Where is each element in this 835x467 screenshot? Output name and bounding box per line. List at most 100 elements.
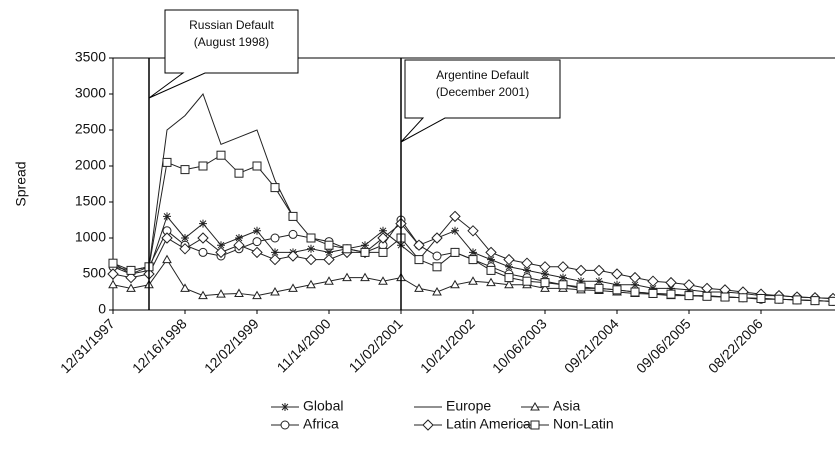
marker <box>306 279 316 289</box>
marker <box>162 254 172 264</box>
y-tick-label: 0 <box>98 301 106 317</box>
y-tick-label: 3000 <box>75 85 106 101</box>
marker <box>179 243 191 255</box>
marker <box>612 285 622 295</box>
marker <box>125 271 137 284</box>
legend-item: Global <box>271 398 343 414</box>
marker <box>611 268 623 280</box>
marker <box>521 257 533 269</box>
marker <box>216 289 226 298</box>
marker <box>575 264 587 277</box>
y-tick-label: 2500 <box>75 121 106 137</box>
marker <box>360 247 370 257</box>
marker <box>431 232 443 244</box>
marker <box>377 232 389 244</box>
marker <box>558 280 568 290</box>
marker <box>234 168 244 178</box>
marker <box>594 283 604 293</box>
callout <box>400 59 561 143</box>
marker <box>280 420 290 430</box>
marker <box>530 401 540 411</box>
marker <box>199 219 207 228</box>
marker <box>631 280 639 289</box>
marker <box>271 248 279 257</box>
y-tick-label: 1000 <box>75 229 106 245</box>
legend-item: Latin America <box>414 416 531 432</box>
marker <box>107 268 119 280</box>
x-tick-label: 12/16/1998 <box>129 315 190 376</box>
legend-label: Europe <box>446 398 491 414</box>
marker <box>323 253 335 266</box>
legend-label: Africa <box>303 416 339 432</box>
marker <box>108 258 118 268</box>
legend-label: Asia <box>553 398 580 414</box>
marker <box>450 279 460 289</box>
marker <box>233 239 245 251</box>
marker <box>540 278 550 288</box>
marker <box>180 165 190 175</box>
marker <box>595 277 603 286</box>
callout-text: (August 1998) <box>194 35 269 49</box>
marker <box>325 248 333 257</box>
y-tick-label: 2000 <box>75 157 106 173</box>
marker <box>503 253 515 266</box>
marker <box>181 234 189 242</box>
marker <box>270 286 280 296</box>
marker <box>487 255 495 264</box>
marker <box>215 246 227 259</box>
marker <box>108 279 118 289</box>
series-line <box>112 93 294 275</box>
marker <box>126 283 136 292</box>
marker <box>288 229 298 239</box>
marker <box>557 261 569 273</box>
marker <box>486 277 496 287</box>
y-axis-label: Spread <box>13 161 29 206</box>
marker <box>613 280 621 289</box>
legend-label: Global <box>303 398 343 414</box>
marker <box>251 246 263 259</box>
marker <box>379 226 387 235</box>
marker <box>667 284 675 293</box>
marker <box>469 248 477 257</box>
marker <box>414 283 424 292</box>
marker <box>288 211 298 221</box>
marker <box>702 291 712 301</box>
marker <box>593 264 605 277</box>
marker <box>198 290 208 300</box>
marker <box>305 253 317 266</box>
marker <box>649 284 657 293</box>
x-tick-label: 11/02/2001 <box>346 315 406 375</box>
callout-text: Russian Default <box>189 18 274 32</box>
marker <box>792 295 802 305</box>
marker <box>522 276 532 286</box>
marker <box>523 266 531 275</box>
marker <box>269 253 281 266</box>
marker <box>324 276 334 285</box>
x-tick-label: 12/31/1997 <box>57 315 118 376</box>
marker <box>197 232 209 244</box>
marker <box>683 279 695 291</box>
marker <box>307 244 315 253</box>
marker <box>665 276 677 289</box>
marker <box>216 150 226 160</box>
marker <box>647 275 659 287</box>
marker <box>468 276 478 285</box>
marker <box>252 290 262 300</box>
y-tick-label: 1500 <box>75 193 106 209</box>
marker <box>828 296 835 306</box>
marker <box>432 251 442 261</box>
marker <box>504 273 514 283</box>
marker <box>629 271 641 284</box>
callout-text: Argentine Default <box>436 68 529 82</box>
marker <box>324 240 334 250</box>
legend-item: Asia <box>521 398 580 414</box>
marker <box>485 246 497 259</box>
legend-label: Non-Latin <box>553 416 614 432</box>
legend-item: Africa <box>271 416 339 432</box>
marker <box>361 241 369 250</box>
marker <box>541 270 549 278</box>
marker <box>281 403 289 411</box>
marker <box>378 247 388 257</box>
marker <box>467 225 479 237</box>
